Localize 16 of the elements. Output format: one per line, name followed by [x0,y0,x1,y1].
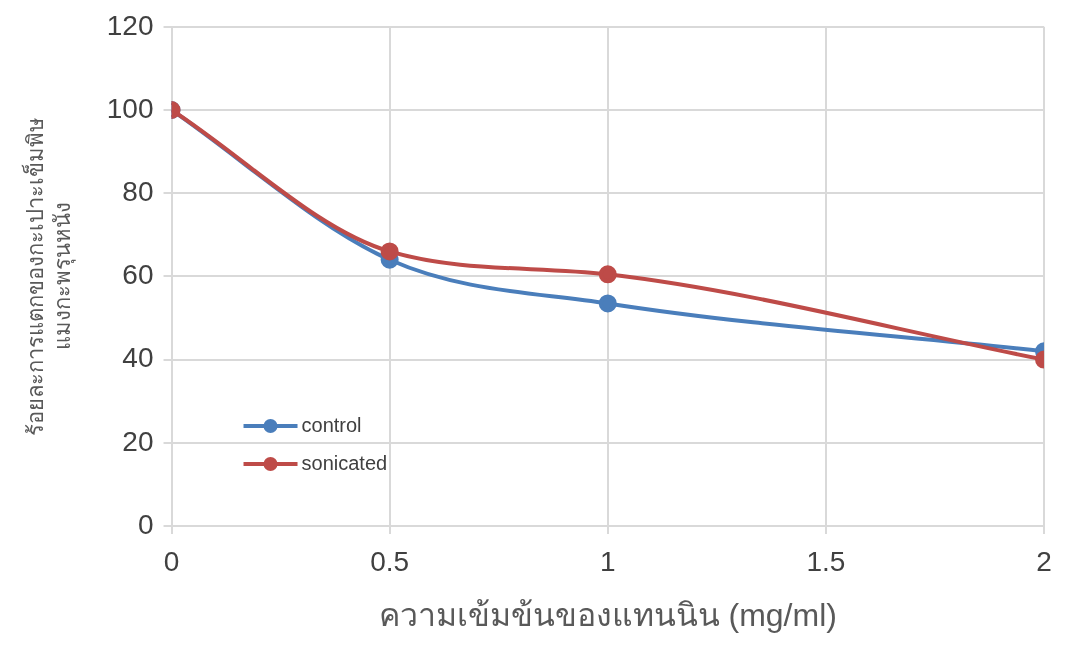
legend-label: sonicated [301,451,388,474]
x-tick-label: 2 [1036,545,1052,577]
y-axis-title: ร้อยละการแตกของกะเปาะเข็มพิษ แมงกะพรุนหนัง [21,116,76,436]
x-tick-label: 0 [163,545,180,577]
y-tick-label: 0 [137,508,154,540]
y-tick-label: 60 [122,259,154,291]
y-tick-label: 120 [106,9,154,41]
y-tick-label: 20 [122,425,154,457]
x-tick-label: 0.5 [370,545,410,577]
x-axis-title: ความเข้มข้นของแทนนิน (mg/ml) [378,596,837,633]
legend-label: control [301,413,362,436]
y-tick-label: 80 [122,175,154,207]
x-tick-label: 1.5 [806,545,846,577]
x-tick-label: 1 [599,545,616,577]
y-tick-label: 40 [122,342,154,374]
y-tick-label: 100 [106,92,154,124]
